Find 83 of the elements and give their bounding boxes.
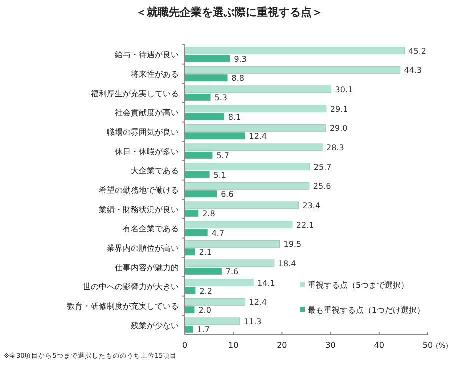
data-label: 12.4: [249, 298, 268, 308]
data-label: 8.8: [232, 74, 244, 84]
y-tick-label: 有名企業である: [123, 224, 179, 234]
bar: [184, 260, 275, 268]
y-tick-label: 休日・休暇が多い: [115, 147, 179, 156]
data-label: 5.3: [214, 93, 228, 102]
bar: [184, 279, 254, 287]
data-label: 2.8: [202, 209, 216, 218]
bar: [184, 144, 323, 152]
data-label: 30.1: [335, 85, 354, 94]
bar: [184, 124, 326, 132]
bar: [185, 268, 222, 275]
data-label: 14.1: [258, 278, 276, 288]
x-tick-label: 40: [374, 341, 384, 350]
data-label: 29.0: [330, 124, 348, 134]
data-label: 23.4: [302, 201, 321, 210]
bar: [184, 163, 310, 171]
data-label: 1.7: [197, 325, 210, 334]
data-label: 5.1: [214, 170, 227, 180]
data-label: 9.3: [234, 54, 247, 64]
bar: [184, 86, 332, 94]
bar: [185, 132, 246, 140]
bar: [185, 74, 228, 82]
bar: [184, 298, 246, 306]
y-tick-label: 世の中への影響力が大きい: [83, 282, 179, 292]
data-label: 7.6: [226, 267, 239, 276]
y-tick-label: 社会貢献度が高い: [115, 108, 179, 118]
bar: [185, 113, 224, 120]
data-label: 2.0: [198, 306, 212, 316]
data-label: 6.6: [221, 190, 234, 200]
x-tick-label: 50: [422, 341, 434, 350]
data-label: 22.1: [296, 220, 314, 230]
y-tick-label: 職場の雰囲気が良い: [107, 128, 179, 137]
legend-label: 重視する点（5つまで選択）: [308, 281, 410, 290]
bar: [185, 190, 218, 198]
y-tick-label: 教育・研修制度が充実している: [67, 302, 179, 311]
data-label: 5.7: [216, 151, 230, 160]
data-label: 12.4: [249, 132, 268, 142]
y-tick-label: 給与・待遇が良い: [114, 50, 179, 60]
bar: [185, 248, 196, 256]
bar: [185, 152, 213, 159]
bar: [185, 55, 230, 62]
y-tick-label: 業績・財務状況が良い: [99, 205, 179, 214]
bar: [185, 210, 199, 217]
bar: [184, 318, 240, 326]
data-label: 25.6: [313, 182, 332, 192]
bar: [185, 306, 195, 314]
bar: [184, 221, 293, 229]
data-label: 18.4: [278, 259, 296, 268]
y-tick-label: 福利厚生が充実している: [91, 89, 179, 98]
x-tick-label: 30: [326, 341, 336, 350]
data-label: 11.3: [244, 317, 262, 326]
legend-label: 最も重視する点（1つだけ選択）: [308, 306, 426, 315]
bar: [185, 326, 194, 333]
bar: [184, 66, 401, 74]
y-tick-label: 仕事内容が魅力的: [115, 263, 179, 272]
data-label: 45.2: [408, 46, 426, 56]
x-tick-label: 0: [182, 341, 188, 350]
data-label: 28.3: [326, 143, 344, 152]
bar: [185, 171, 210, 178]
bar: [185, 94, 211, 101]
data-label: 2.2: [200, 286, 212, 296]
y-tick-label: 大企業である: [131, 166, 179, 176]
y-tick-label: 残業が少ない: [131, 321, 179, 330]
bar: [184, 47, 405, 55]
bar: [185, 229, 208, 236]
x-tick-label: 20: [277, 341, 288, 350]
data-label: 25.7: [314, 162, 332, 172]
bar: [184, 182, 310, 190]
data-label: 29.1: [330, 104, 348, 114]
data-label: 2.1: [199, 248, 212, 258]
bar: [184, 105, 327, 113]
bar: [184, 240, 280, 248]
data-label: 44.3: [404, 66, 422, 76]
y-tick-label: 希望の勤務地で働ける: [99, 186, 179, 195]
y-tick-label: 業界内の順位が高い: [107, 244, 179, 253]
chart-title: ＜就職先企業を選ぶ際に重視する点＞: [136, 6, 323, 19]
data-label: 19.5: [284, 240, 302, 250]
data-label: 4.7: [212, 228, 225, 238]
bar: [184, 202, 299, 210]
data-label: 8.1: [228, 112, 242, 122]
y-tick-label: 将来性がある: [130, 70, 179, 79]
x-tick-label: 10: [228, 341, 239, 350]
